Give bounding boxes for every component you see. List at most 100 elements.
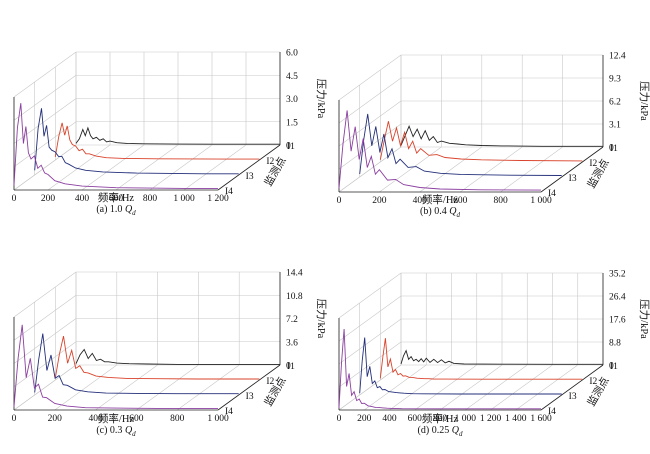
monitor-point-label: I2 [266,157,274,167]
series-line-I1 [400,349,603,365]
caption-subscript: d [132,209,136,217]
grid-line [149,144,213,191]
grid-line [389,364,452,411]
x-tick-label: 1 000 [530,196,552,206]
x-tick-label: 600 [109,194,124,204]
grid-line [47,144,111,191]
grid-line [13,295,77,341]
grid-line [338,54,402,101]
pressure-tick-label: 14.4 [286,269,303,279]
pressure-tick-label: 0 [609,362,614,372]
monitor-point-label: I4 [225,407,233,417]
grid-line [338,318,402,365]
x-tick-label: 200 [48,414,63,424]
grid-line [338,77,402,124]
grid-line [183,144,247,191]
series-line-I4 [338,110,542,191]
x-tick-label: 1 000 [173,194,195,204]
grid-line [414,364,477,411]
x-tick-label: 600 [408,414,423,424]
series-line-I1 [400,124,603,147]
series-line-I4 [13,103,218,189]
frequency-axis-title: 频率/Hz [422,193,458,206]
x-tick-label: 400 [382,414,397,424]
pressure-axis-title: 压力/kPa [638,81,650,121]
pressure-tick-label: 9.3 [609,75,621,85]
panel-a: 0 200 400 600 800 1 000 1 200 0 1.5 3.0 4.5 6.0 I1 I2… [12,49,328,218]
grid-line [13,75,77,121]
caption-label: (a) 1.0 [96,204,125,215]
x-tick-label: 200 [372,196,387,206]
grid-line [379,146,442,193]
series-line-I2 [54,122,260,160]
monitor-point-label: I4 [225,187,233,197]
series-line-I1 [75,348,280,365]
monitor-point-label: I3 [246,392,254,402]
frequency-axis-title: 频率/Hz [98,412,134,425]
pressure-tick-label: 3.1 [609,121,621,131]
monitor-point-label: I1 [287,142,295,152]
grid-line [338,364,402,411]
caption-label: (c) 0.3 [96,425,125,436]
monitor-axis-line [540,146,604,193]
grid-line [419,146,482,193]
x-tick-label: 400 [75,194,90,204]
grid-line [338,100,402,147]
grid-line [13,271,77,318]
grid-line [177,364,240,411]
x-tick-label: 0 [337,414,342,424]
series-line-I4 [13,324,218,409]
caption-subscript: d [132,430,136,438]
pressure-tick-label: 0 [609,144,614,154]
grid-line [364,364,427,411]
series-line-I3 [359,337,562,395]
pressure-tick-label: 6.2 [609,98,621,108]
monitor-point-label: I1 [610,144,618,154]
x-tick-label: 1 400 [505,414,527,424]
pressure-tick-label: 3.0 [286,95,298,105]
caption-label: (b) 0.4 [420,206,449,217]
grid-line [95,364,158,411]
caption-variable: Q [449,206,457,217]
series-line-I3 [34,108,239,175]
pressure-tick-label: 7.2 [286,315,298,325]
x-tick-label: 0 [337,196,342,206]
panel-caption: (b) 0.4 Qd [420,206,460,219]
grid-line [460,146,523,193]
grid-line [13,144,77,191]
pressure-tick-label: 26.4 [609,293,626,303]
grid-line [81,144,145,191]
monitor-point-label: I1 [287,362,295,372]
grid-line [490,364,553,411]
x-tick-label: 600 [129,414,144,424]
panel-c: 0 200 400 600 800 1 000 0 3.6 7.2 10.8 14.4 I1 I2 I3 I… [12,269,328,439]
pressure-tick-label: 12.4 [609,52,626,62]
series-line-I2 [379,338,583,380]
x-tick-label: 400 [413,196,428,206]
series-line-I1 [75,126,280,145]
pressure-tick-label: 35.2 [609,270,626,280]
x-tick-label: 800 [170,414,185,424]
pressure-tick-label: 8.8 [609,339,621,349]
x-tick-label: 1 200 [480,414,502,424]
panel-b: 0 200 400 600 800 1 000 0 3.1 6.2 9.3 12.4 I1 I2 I3 I4… [337,52,650,220]
monitor-axis-line [217,144,281,191]
monitor-point-label: I2 [266,377,274,387]
grid-line [54,364,117,411]
monitor-axis-line [217,364,281,411]
pressure-tick-label: 17.6 [609,316,626,326]
grid-line [338,146,402,193]
grid-line [13,341,77,387]
panel-caption: (a) 1.0 Qd [96,204,136,217]
grid-line [13,121,77,167]
panel-caption: (c) 0.3 Qd [96,425,136,438]
pressure-tick-label: 0 [286,362,291,372]
grid-line [338,295,402,342]
x-tick-label: 400 [88,414,103,424]
x-tick-label: 1 000 [207,414,229,424]
grid-line [13,364,77,411]
series-line-I3 [359,113,562,176]
series-line-I2 [54,336,260,380]
pressure-axis-title: 压力/kPa [638,299,650,339]
